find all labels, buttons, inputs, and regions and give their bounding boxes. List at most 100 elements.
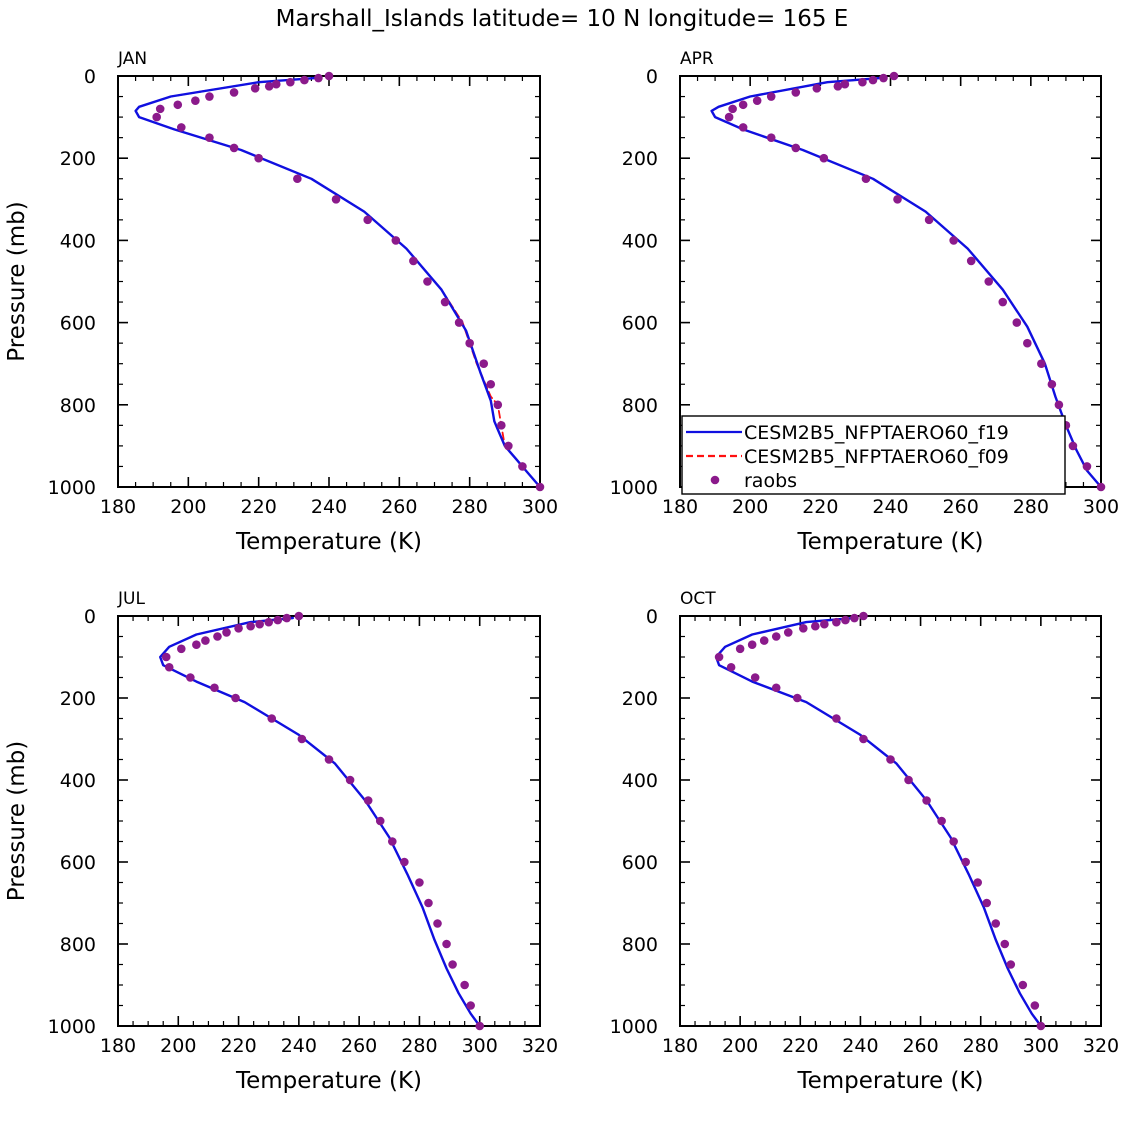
- y-tick-label: 400: [60, 230, 96, 252]
- legend-box: [681, 415, 1066, 495]
- raobs-point: [400, 857, 409, 867]
- raobs-point: [388, 837, 397, 846]
- raobs-point: [889, 71, 899, 81]
- raobs-point: [324, 71, 334, 81]
- y-tick-label: 400: [622, 230, 658, 252]
- raobs-point: [294, 611, 304, 621]
- raobs-point: [879, 73, 888, 83]
- raobs-point: [791, 143, 801, 153]
- raobs-point: [738, 100, 748, 110]
- y-tick-label: 600: [60, 852, 96, 874]
- raobs-point: [1030, 1001, 1040, 1010]
- raobs-point: [811, 621, 820, 631]
- y-tick-label: 200: [622, 148, 658, 170]
- raobs-point: [440, 297, 450, 307]
- y-tick-label: 200: [60, 688, 96, 710]
- panel-title: APR: [680, 49, 714, 69]
- panel-jul: 180 200 220 240 260 280 300 320 0 200 400 600 800 100…: [4, 589, 558, 1094]
- raobs-point: [314, 73, 323, 83]
- legend-label: CESM2B5_NFPTAERO60_f19: [744, 422, 1009, 444]
- raobs-point: [293, 174, 302, 184]
- raobs-point: [752, 96, 762, 105]
- raobs-point: [1047, 379, 1057, 389]
- raobs-point: [766, 92, 776, 101]
- raobs-point: [819, 153, 829, 163]
- x-tick-label: 260: [381, 496, 417, 518]
- raobs-point: [792, 693, 802, 703]
- x-axis-label: Temperature (K): [235, 529, 422, 555]
- x-axis-label: Temperature (K): [235, 1068, 422, 1094]
- raobs-point: [893, 195, 902, 204]
- panels: 180 200 220 240 260 280 300 0 200 400 600 800 1000 JA…: [4, 49, 1119, 1094]
- raobs-point: [961, 857, 970, 867]
- panel-title: JUL: [117, 589, 145, 609]
- x-tick-label: 280: [452, 496, 488, 518]
- raobs-point: [726, 662, 736, 672]
- y-tick-label: 600: [60, 313, 96, 335]
- y-tick-label: 0: [84, 66, 96, 88]
- raobs-point: [229, 143, 239, 153]
- raobs-point: [264, 617, 274, 627]
- raobs-point: [213, 632, 222, 641]
- raobs-point: [297, 734, 307, 744]
- x-tick-label: 200: [160, 1035, 196, 1057]
- raobs-point: [177, 644, 186, 654]
- raobs-point: [222, 628, 231, 637]
- raobs-point: [922, 796, 931, 805]
- y-tick-label: 800: [60, 395, 96, 417]
- y-tick-label: 400: [622, 770, 658, 792]
- raobs-point: [250, 84, 260, 93]
- raobs-point: [982, 898, 992, 908]
- x-tick-label: 300: [522, 496, 558, 518]
- raobs-point: [766, 133, 776, 142]
- panel-oct: 180 200 220 240 260 280 300 320 0 200 400 600 800 100…: [610, 589, 1119, 1094]
- raobs-point: [724, 112, 734, 122]
- raobs-point: [535, 482, 545, 492]
- y-tick-label: 200: [60, 148, 96, 170]
- x-tick-label: 220: [782, 1035, 818, 1057]
- raobs-point: [486, 379, 496, 389]
- raobs-point: [868, 75, 878, 85]
- raobs-point: [229, 88, 239, 97]
- raobs-point: [161, 652, 171, 662]
- raobs-point: [735, 644, 745, 654]
- raobs-point: [152, 112, 161, 122]
- raobs-point: [861, 174, 871, 184]
- x-tick-label: 200: [722, 1035, 758, 1057]
- f19-line: [134, 76, 542, 489]
- raobs-point: [205, 92, 214, 101]
- raobs-point: [841, 615, 850, 625]
- raobs-point: [771, 683, 781, 693]
- raobs-point: [949, 837, 958, 846]
- raobs-point: [504, 441, 513, 451]
- raobs-point: [424, 898, 433, 908]
- x-tick-label: 220: [802, 496, 838, 518]
- x-tick-label: 300: [1023, 1035, 1059, 1057]
- x-axis-label: Temperature (K): [796, 529, 983, 555]
- x-tick-label: 180: [662, 496, 698, 518]
- x-tick-label: 260: [943, 496, 979, 518]
- raobs-point: [771, 632, 781, 641]
- raobs-point: [271, 79, 281, 89]
- raobs-point: [832, 714, 841, 723]
- y-tick-label: 800: [622, 934, 658, 956]
- raobs-point: [460, 980, 469, 990]
- panel-title: JAN: [117, 49, 147, 69]
- raobs-point: [1037, 359, 1046, 369]
- raobs-point: [466, 1001, 475, 1010]
- raobs-point: [850, 613, 859, 623]
- raobs-point: [984, 277, 994, 286]
- x-tick-label: 240: [281, 1035, 317, 1057]
- raobs-point: [937, 816, 946, 826]
- y-tick-label: 200: [622, 688, 658, 710]
- raobs-point: [201, 636, 210, 645]
- raobs-point: [493, 400, 503, 410]
- raobs-point: [1096, 482, 1106, 492]
- legend-label: raobs: [744, 470, 797, 492]
- raobs-point: [759, 636, 769, 645]
- x-tick-label: 220: [220, 1035, 256, 1057]
- raobs-point: [210, 683, 219, 693]
- x-tick-label: 280: [1013, 496, 1049, 518]
- raobs-point: [465, 338, 474, 348]
- figure-title: Marshall_Islands latitude= 10 N longitud…: [276, 6, 849, 32]
